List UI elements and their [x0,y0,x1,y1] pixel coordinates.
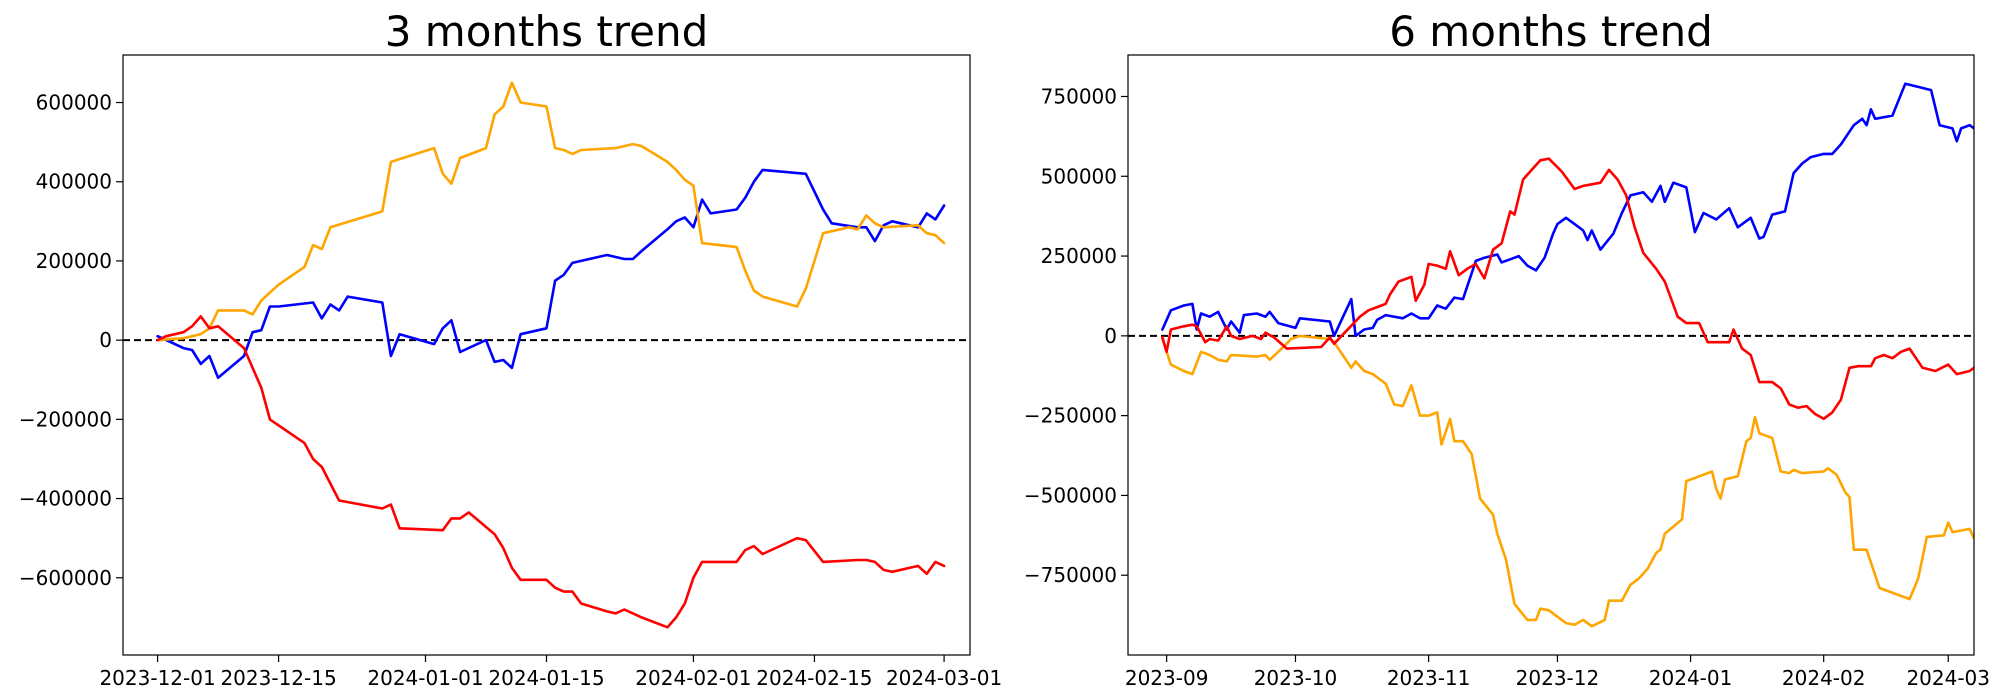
y-tick-label: −750000 [1024,563,1117,587]
y-tick-label: 400000 [36,170,112,194]
x-tick-label: 2023-10 [1254,666,1338,690]
x-tick-label: 2024-03-01 [886,666,1002,690]
x-tick-label: 2024-01-15 [488,666,604,690]
chart-title: 6 months trend [1389,7,1713,56]
y-tick-label: 250000 [1041,244,1117,268]
x-tick-label: 2024-01 [1649,666,1733,690]
x-tick-label: 2023-12-15 [220,666,336,690]
chart-panel-1: 3 months trend −600000 −400000 −200000 0 2000… [19,7,1002,690]
y-tick-label: 0 [99,328,112,352]
x-tick-label: 2024-02-15 [756,666,872,690]
x-tick-label: 2024-01-01 [367,666,483,690]
y-tick-label: −600000 [19,566,112,590]
series-line-1 [1161,82,1974,338]
x-tick-label: 2023-09 [1125,666,1209,690]
series-lines [1161,82,1974,628]
plot-area-frame [1127,54,1975,656]
x-tick-label: 2024-02 [1782,666,1866,690]
x-tick-label: 2024-02-01 [635,666,751,690]
x-tick-label: 2023-11 [1387,666,1471,690]
series-lines [156,81,946,629]
chart-panel-2: 6 months trend −750000 −500000 −250000 0 2500… [1024,7,1990,690]
series-line-2 [156,81,946,342]
y-tick-label: −400000 [19,487,112,511]
y-tick-label: 0 [1104,324,1117,348]
series-line-3 [1161,157,1974,421]
series-line-2 [1161,334,1974,628]
y-tick-label: −500000 [1024,483,1117,507]
x-tick-label: 2023-12 [1516,666,1600,690]
y-tick-label: 600000 [36,91,112,115]
y-tick-label: 500000 [1041,164,1117,188]
x-tick-label: 2024-03 [1906,666,1990,690]
y-tick-label: 200000 [36,249,112,273]
y-tick-label: 750000 [1041,84,1117,108]
x-tick-label: 2023-12-01 [99,666,215,690]
chart-title: 3 months trend [385,7,709,56]
plot-area-frame [122,54,971,656]
y-tick-label: −200000 [19,407,112,431]
series-line-3 [156,315,946,629]
series-line-1 [156,168,946,380]
y-tick-label: −250000 [1024,404,1117,428]
